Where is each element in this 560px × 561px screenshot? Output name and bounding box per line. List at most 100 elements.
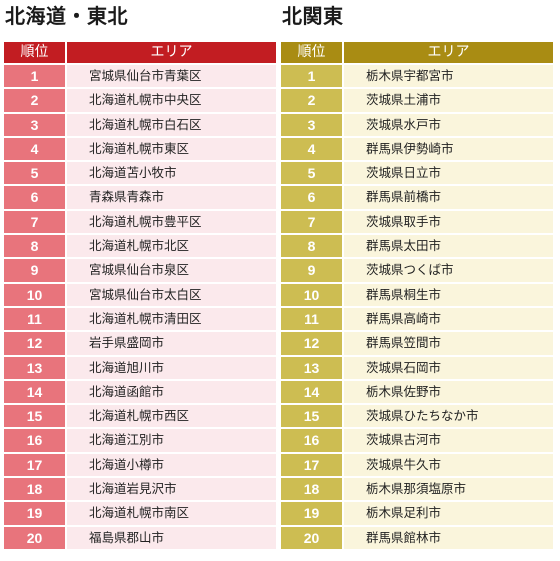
table-row: 20 福島県郡山市: [4, 526, 276, 549]
area-cell: 北海道札幌市南区: [67, 502, 276, 525]
table-row: 4 群馬県伊勢崎市: [281, 137, 553, 161]
table-row: 16 北海道江別市: [4, 429, 276, 452]
rank-cell: 16: [4, 429, 65, 452]
area-cell: 北海道小樽市: [67, 453, 276, 477]
table-row: 8 群馬県太田市: [281, 235, 553, 258]
area-cell: 宮城県仙台市太白区: [67, 283, 276, 306]
area-cell: 茨城県石岡市: [344, 356, 553, 379]
area-cell: 茨城県古河市: [344, 429, 553, 452]
rank-cell: 8: [4, 235, 65, 258]
area-cell: 栃木県足利市: [344, 502, 553, 525]
area-cell: 群馬県伊勢崎市: [344, 137, 553, 161]
rank-cell: 3: [281, 113, 342, 136]
table-row: 12 岩手県盛岡市: [4, 332, 276, 355]
table-row: 7 茨城県取手市: [281, 210, 553, 234]
area-cell: 北海道岩見沢市: [67, 478, 276, 501]
area-cell: 宮城県仙台市青葉区: [67, 65, 276, 88]
table-row: 18 栃木県那須塩原市: [281, 478, 553, 501]
area-cell: 北海道札幌市西区: [67, 405, 276, 428]
rank-cell: 6: [281, 186, 342, 209]
table-row: 2 茨城県土浦市: [281, 89, 553, 112]
ranking-panel-hokkaido-tohoku: 北海道・東北 順位 エリア 1 宮城県仙台市青葉区 2 北海道札幌市中央区 3 北海道札幌…: [4, 0, 276, 551]
area-cell: 茨城県土浦市: [344, 89, 553, 112]
rank-cell: 7: [281, 210, 342, 234]
rank-cell: 4: [4, 137, 65, 161]
rank-cell: 10: [4, 283, 65, 306]
area-cell: 北海道旭川市: [67, 356, 276, 379]
table-row: 3 茨城県水戸市: [281, 113, 553, 136]
table-row: 11 北海道札幌市清田区: [4, 307, 276, 331]
rank-cell: 19: [4, 502, 65, 525]
table-row: 20 群馬県館林市: [281, 526, 553, 549]
table-row: 5 茨城県日立市: [281, 162, 553, 185]
area-cell: 茨城県水戸市: [344, 113, 553, 136]
table-row: 15 北海道札幌市西区: [4, 405, 276, 428]
table-header: 順位 エリア: [4, 42, 276, 63]
area-cell: 北海道札幌市中央区: [67, 89, 276, 112]
area-cell: 北海道札幌市清田区: [67, 307, 276, 331]
area-cell: 北海道札幌市豊平区: [67, 210, 276, 234]
table-row: 18 北海道岩見沢市: [4, 478, 276, 501]
rank-cell: 20: [4, 526, 65, 549]
area-cell: 北海道苫小牧市: [67, 162, 276, 185]
table-row: 17 北海道小樽市: [4, 453, 276, 477]
table-row: 14 栃木県佐野市: [281, 380, 553, 404]
area-cell: 宮城県仙台市泉区: [67, 259, 276, 282]
table-row: 6 群馬県前橋市: [281, 186, 553, 209]
table-row: 1 宮城県仙台市青葉区: [4, 65, 276, 88]
area-cell: 青森県青森市: [67, 186, 276, 209]
table-row: 1 栃木県宇都宮市: [281, 65, 553, 88]
rank-cell: 17: [281, 453, 342, 477]
area-cell: 栃木県那須塩原市: [344, 478, 553, 501]
area-cell: 茨城県つくば市: [344, 259, 553, 282]
table-row: 7 北海道札幌市豊平区: [4, 210, 276, 234]
rank-cell: 10: [281, 283, 342, 306]
area-cell: 北海道札幌市東区: [67, 137, 276, 161]
rank-cell: 4: [281, 137, 342, 161]
area-cell: 群馬県高崎市: [344, 307, 553, 331]
area-cell: 群馬県笠間市: [344, 332, 553, 355]
table-row: 17 茨城県牛久市: [281, 453, 553, 477]
table-row: 10 群馬県桐生市: [281, 283, 553, 306]
table-row: 19 栃木県足利市: [281, 502, 553, 525]
area-cell: 群馬県館林市: [344, 526, 553, 549]
rank-cell: 2: [4, 89, 65, 112]
area-cell: 北海道江別市: [67, 429, 276, 452]
ranking-rows: 1 栃木県宇都宮市 2 茨城県土浦市 3 茨城県水戸市 4 群馬県伊勢崎市 5 茨城県日立市 6 群馬…: [281, 65, 553, 549]
table-row: 16 茨城県古河市: [281, 429, 553, 452]
rank-cell: 5: [281, 162, 342, 185]
area-cell: 栃木県佐野市: [344, 380, 553, 404]
rank-cell: 13: [4, 356, 65, 379]
area-cell: 茨城県取手市: [344, 210, 553, 234]
region-title: 北海道・東北: [5, 4, 128, 28]
area-cell: 群馬県桐生市: [344, 283, 553, 306]
table-header: 順位 エリア: [281, 42, 553, 63]
rank-cell: 5: [4, 162, 65, 185]
table-row: 19 北海道札幌市南区: [4, 502, 276, 525]
rank-column-header: 順位: [281, 42, 342, 63]
region-title: 北関東: [282, 4, 344, 28]
area-cell: 北海道函館市: [67, 380, 276, 404]
area-cell: 茨城県ひたちなか市: [344, 405, 553, 428]
rank-cell: 9: [4, 259, 65, 282]
rank-cell: 7: [4, 210, 65, 234]
rank-cell: 16: [281, 429, 342, 452]
area-cell: 群馬県太田市: [344, 235, 553, 258]
table-row: 9 茨城県つくば市: [281, 259, 553, 282]
rank-cell: 3: [4, 113, 65, 136]
area-cell: 茨城県牛久市: [344, 453, 553, 477]
table-row: 12 群馬県笠間市: [281, 332, 553, 355]
area-cell: 北海道札幌市白石区: [67, 113, 276, 136]
rank-cell: 15: [281, 405, 342, 428]
area-cell: 北海道札幌市北区: [67, 235, 276, 258]
table-row: 3 北海道札幌市白石区: [4, 113, 276, 136]
area-column-header: エリア: [342, 42, 553, 63]
rank-cell: 12: [281, 332, 342, 355]
rank-cell: 19: [281, 502, 342, 525]
rank-cell: 13: [281, 356, 342, 379]
rank-cell: 9: [281, 259, 342, 282]
rank-cell: 14: [281, 380, 342, 404]
rank-cell: 11: [281, 307, 342, 331]
rank-cell: 1: [4, 65, 65, 88]
table-row: 6 青森県青森市: [4, 186, 276, 209]
